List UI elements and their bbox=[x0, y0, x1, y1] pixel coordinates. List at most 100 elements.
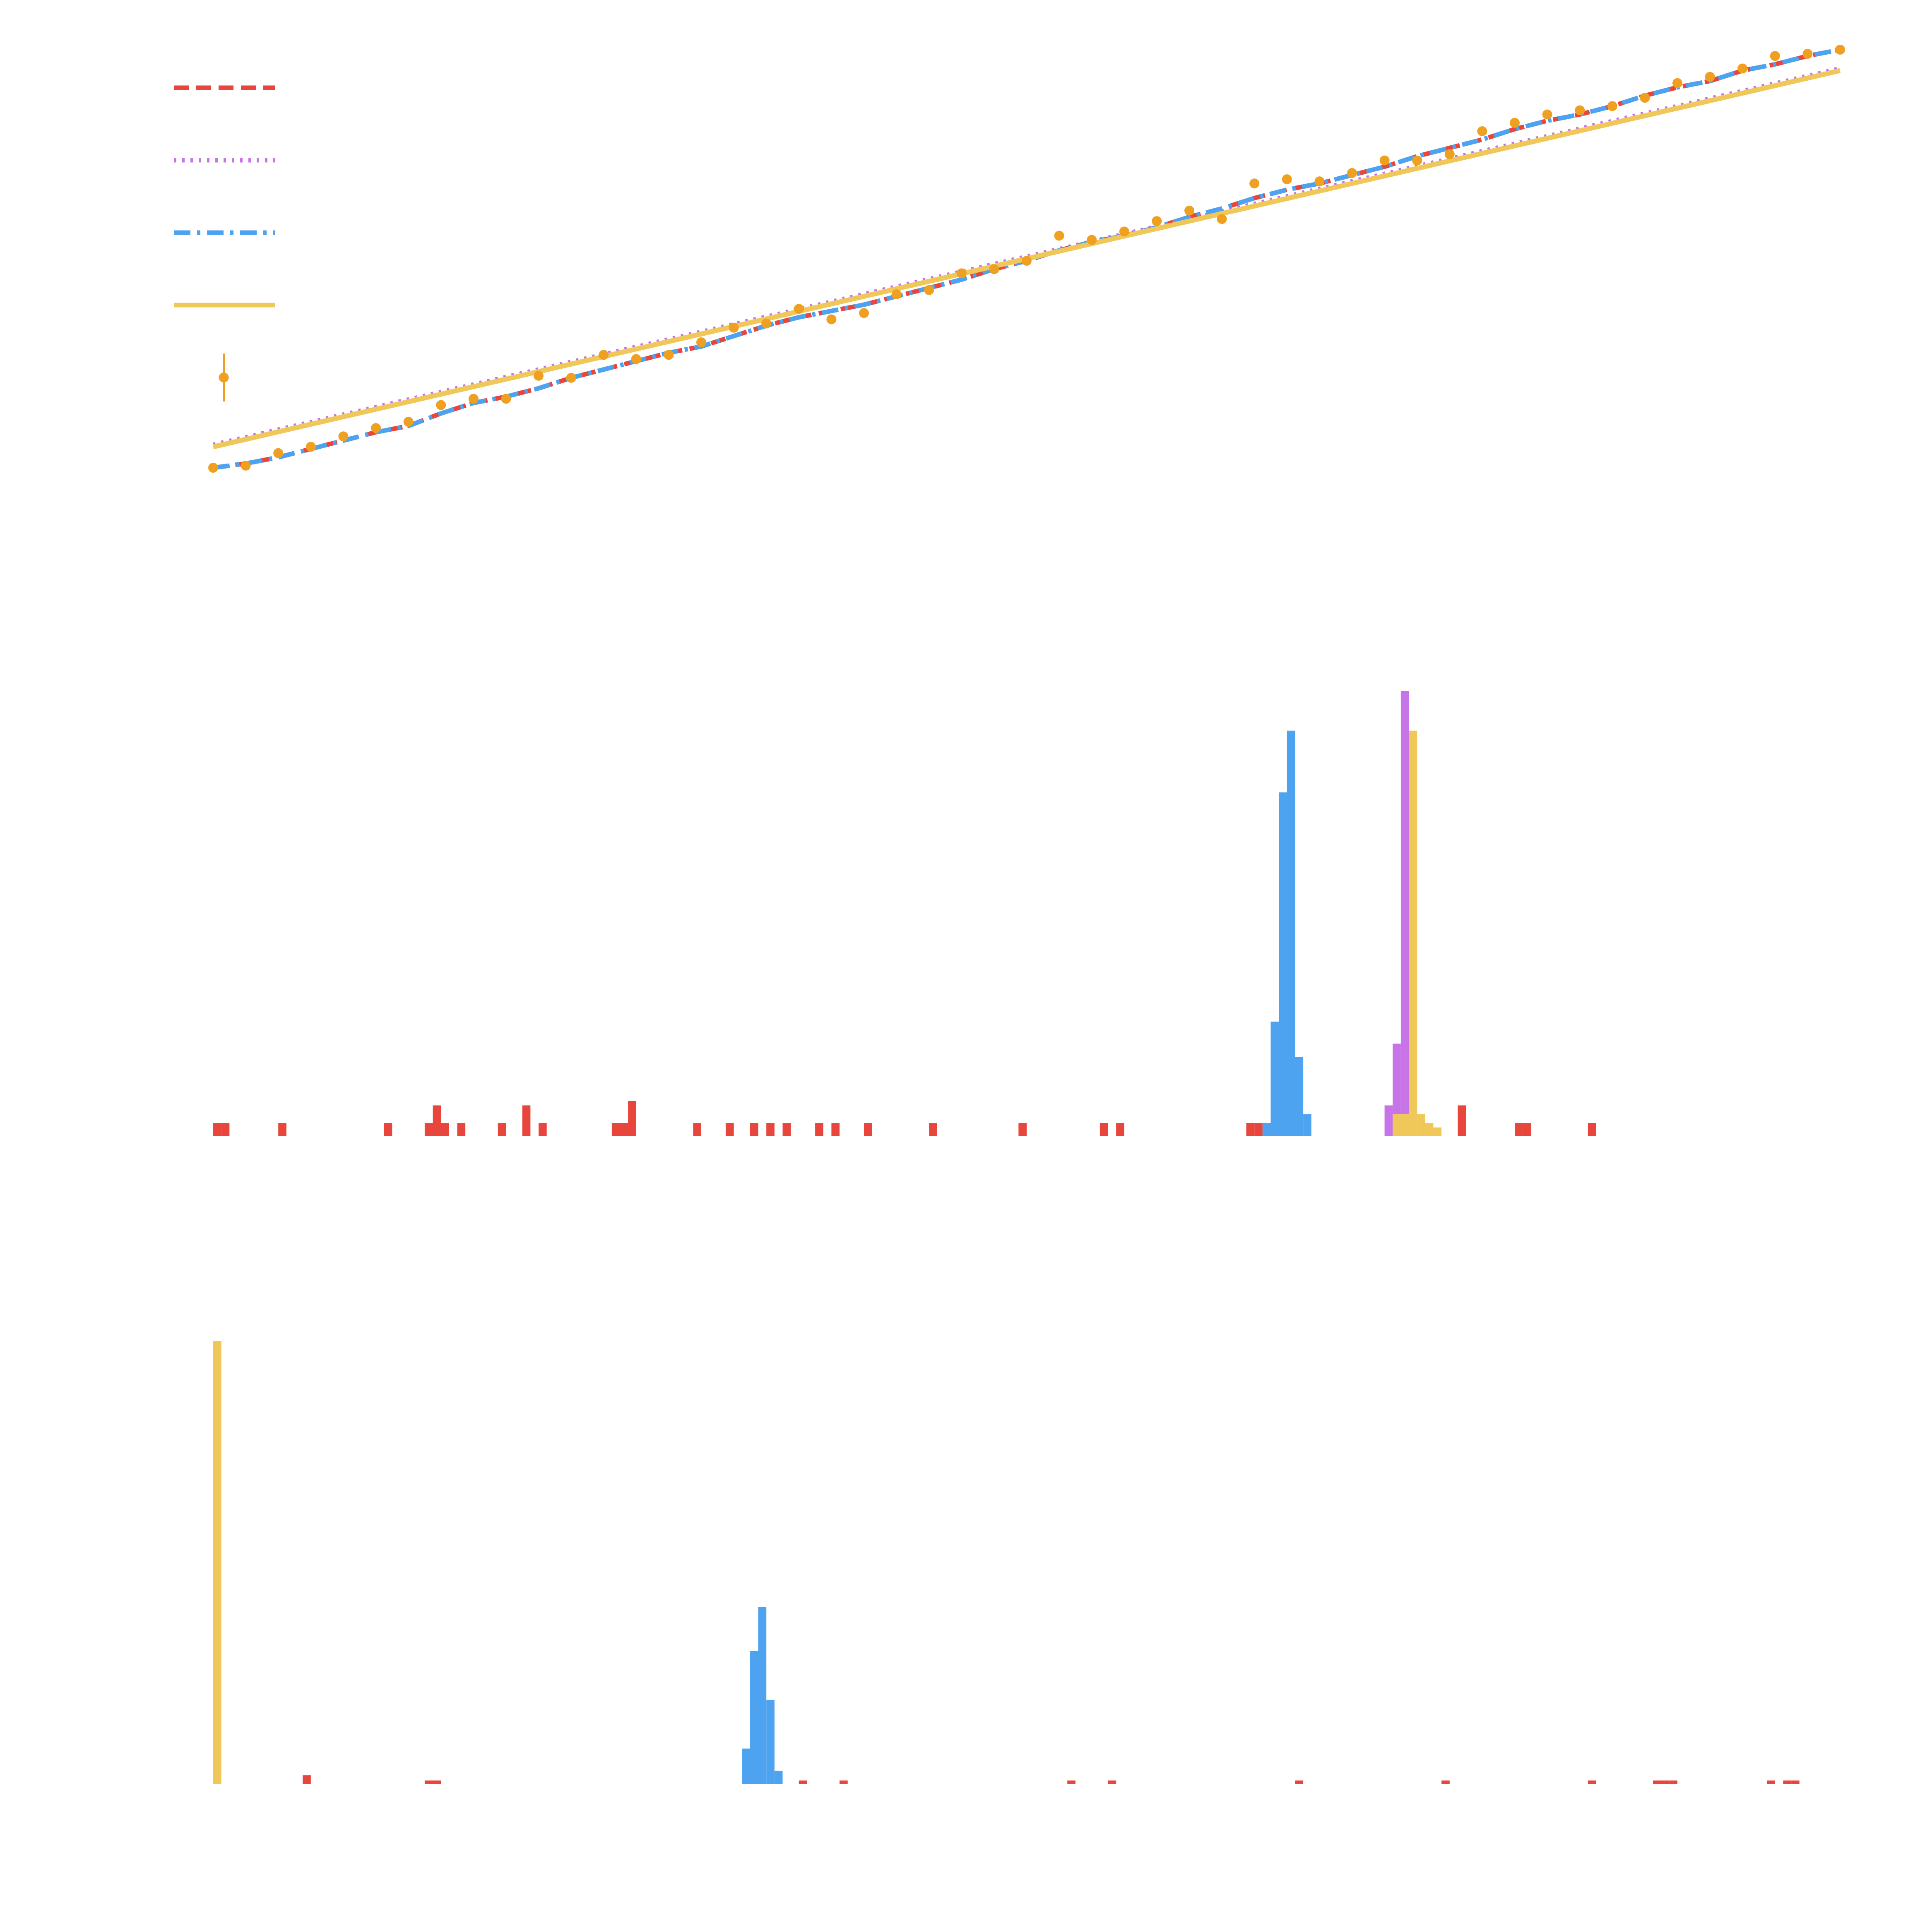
data-point bbox=[1054, 231, 1064, 241]
histogram-bar-yellow bbox=[213, 1341, 221, 1784]
histogram-bar-red bbox=[1116, 1123, 1124, 1136]
histogram-bar-yellow bbox=[1433, 1127, 1442, 1136]
data-point bbox=[826, 314, 837, 325]
data-point bbox=[306, 442, 316, 452]
histogram-bar-red bbox=[628, 1101, 636, 1136]
data-point bbox=[1705, 72, 1715, 82]
histogram-bar-yellow bbox=[1417, 1114, 1425, 1136]
histogram-bar-purple bbox=[1400, 691, 1409, 1136]
histogram-bar-blue bbox=[774, 1770, 783, 1784]
data-point bbox=[891, 289, 902, 299]
legend-marker bbox=[219, 373, 229, 382]
histogram-bar-red bbox=[1254, 1123, 1263, 1136]
histogram-bar-red bbox=[1588, 1123, 1596, 1136]
data-point bbox=[1314, 176, 1325, 187]
histogram-bar-red bbox=[278, 1123, 286, 1136]
data-point bbox=[436, 400, 446, 410]
histogram-bar-red bbox=[620, 1123, 628, 1136]
histogram-bar-red bbox=[1018, 1123, 1027, 1136]
data-point bbox=[664, 350, 674, 360]
histogram-bar-red bbox=[929, 1123, 937, 1136]
histogram-bar-red bbox=[221, 1123, 230, 1136]
histogram-bar-red bbox=[1441, 1780, 1450, 1784]
histogram-bar-red bbox=[1669, 1780, 1677, 1784]
data-point bbox=[1510, 118, 1520, 128]
histogram-bar-blue bbox=[1295, 1057, 1304, 1136]
data-point bbox=[241, 460, 251, 471]
histogram-bar-red bbox=[693, 1123, 701, 1136]
data-point bbox=[1444, 149, 1455, 159]
histogram-bar-red bbox=[1295, 1780, 1304, 1784]
data-point bbox=[1542, 109, 1552, 120]
data-point bbox=[1770, 51, 1780, 61]
data-point bbox=[1282, 174, 1292, 185]
histogram-bar-red bbox=[1100, 1123, 1108, 1136]
data-point bbox=[1477, 126, 1487, 136]
histogram-bar-blue bbox=[766, 1700, 775, 1784]
data-point bbox=[1347, 168, 1357, 178]
data-point bbox=[1412, 155, 1422, 166]
histogram-bar-red bbox=[1767, 1780, 1775, 1784]
data-point bbox=[566, 373, 576, 383]
histogram-bar-yellow bbox=[1425, 1123, 1434, 1136]
histogram-bar-blue bbox=[1262, 1123, 1271, 1136]
histogram-bar-red bbox=[1791, 1780, 1800, 1784]
data-point bbox=[501, 394, 511, 404]
histogram-bar-purple bbox=[1384, 1105, 1393, 1136]
data-point bbox=[924, 285, 934, 295]
histogram-bar-red bbox=[424, 1123, 433, 1136]
data-point bbox=[403, 416, 414, 427]
histogram-bar-red bbox=[424, 1780, 433, 1784]
histogram-bar-red bbox=[433, 1780, 441, 1784]
histogram-bar-red bbox=[799, 1780, 807, 1784]
histogram-bar-red bbox=[1515, 1123, 1523, 1136]
histogram-bar-red bbox=[1661, 1780, 1670, 1784]
histogram-bar-red bbox=[213, 1123, 221, 1136]
histogram-bar-red bbox=[766, 1123, 775, 1136]
histogram-bar-red bbox=[840, 1780, 848, 1784]
histogram-bar-blue bbox=[1303, 1114, 1311, 1136]
data-point bbox=[1217, 214, 1227, 224]
data-point bbox=[1087, 235, 1097, 245]
line-chart-panel bbox=[208, 45, 1845, 473]
histogram-bar-blue bbox=[758, 1607, 767, 1784]
histogram-bar-blue bbox=[1279, 792, 1287, 1136]
histogram-bar-red bbox=[522, 1105, 531, 1136]
histogram-bar-yellow bbox=[1400, 1114, 1409, 1136]
histogram-bar-yellow bbox=[1393, 1114, 1401, 1136]
data-point bbox=[1672, 78, 1682, 88]
data-point bbox=[631, 354, 641, 364]
histogram-bar-blue bbox=[750, 1651, 758, 1784]
histogram-bar-red bbox=[1653, 1780, 1661, 1784]
histogram-bar-red bbox=[384, 1123, 392, 1136]
data-point bbox=[1249, 178, 1260, 189]
histogram-bar-red bbox=[611, 1123, 620, 1136]
histogram-bar-red bbox=[457, 1123, 466, 1136]
data-point bbox=[1152, 216, 1162, 226]
histogram-bar-blue bbox=[1287, 731, 1295, 1136]
data-point bbox=[1119, 226, 1129, 237]
legend bbox=[174, 85, 275, 402]
data-point bbox=[1640, 93, 1650, 103]
histogram-bar-red bbox=[864, 1123, 872, 1136]
histogram-bar-red bbox=[441, 1123, 449, 1136]
histogram-bar-red bbox=[1523, 1123, 1531, 1136]
histogram-bar-red bbox=[433, 1105, 441, 1136]
data-point bbox=[1184, 205, 1194, 216]
data-point bbox=[534, 370, 544, 381]
data-point bbox=[794, 304, 804, 314]
histogram-bar-red bbox=[1588, 1780, 1596, 1784]
histogram-bar-red bbox=[725, 1123, 734, 1136]
data-point bbox=[859, 308, 869, 318]
data-point bbox=[1835, 45, 1845, 55]
histogram-bar-red bbox=[1783, 1780, 1792, 1784]
histogram-bar-red bbox=[815, 1123, 823, 1136]
histogram-bar-red bbox=[539, 1123, 547, 1136]
data-point bbox=[338, 431, 349, 442]
data-point bbox=[208, 463, 218, 473]
data-point bbox=[1379, 155, 1390, 166]
histogram-bar-red bbox=[831, 1123, 840, 1136]
histogram-bar-red bbox=[1246, 1123, 1255, 1136]
data-point bbox=[989, 264, 999, 274]
data-point bbox=[761, 318, 772, 329]
